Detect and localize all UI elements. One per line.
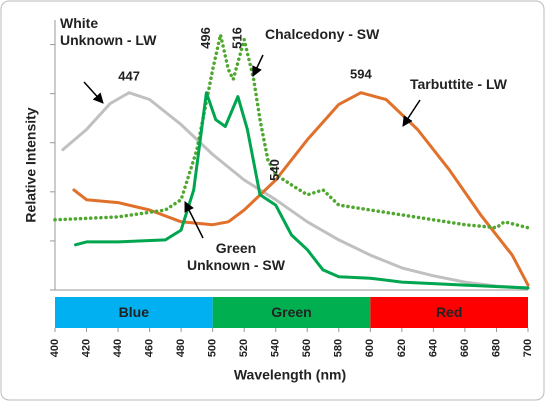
x-tick-label: 600 — [364, 339, 376, 357]
x-tick-label: 440 — [112, 339, 124, 357]
color-band — [212, 297, 371, 328]
series-line — [72, 91, 530, 287]
band-label: Red — [436, 304, 462, 320]
peak-label: 516 — [229, 27, 244, 49]
peak-label: 540 — [267, 159, 282, 181]
x-tick-label: 500 — [207, 339, 219, 357]
x-tick-label: 540 — [270, 339, 282, 357]
peak-label: 594 — [350, 66, 372, 81]
series-line — [53, 32, 530, 230]
series-line — [74, 91, 530, 290]
x-tick-label: 660 — [459, 339, 471, 357]
arrow — [402, 99, 421, 127]
x-tick-label: 620 — [396, 339, 408, 357]
peak-label: 496 — [198, 27, 213, 49]
x-tick-label: 560 — [301, 339, 313, 357]
x-tick-label: 460 — [144, 339, 156, 357]
x-tick-label: 400 — [49, 339, 61, 357]
arrow — [184, 201, 204, 239]
band-label: Blue — [119, 304, 150, 320]
band-label: Green — [271, 304, 311, 320]
x-axis-title: Wavelength (nm) — [234, 367, 346, 383]
series-label: Tarbuttite - LW — [410, 76, 507, 92]
color-band — [55, 297, 213, 328]
x-tick-label: 640 — [427, 339, 439, 357]
arrow — [252, 54, 264, 77]
y-axis-title: Relative Intensity — [23, 107, 39, 222]
arrow — [83, 81, 104, 104]
x-tick-label: 580 — [333, 339, 345, 357]
series-label: Green Unknown - SW — [187, 240, 285, 273]
x-tick-label: 480 — [175, 339, 187, 357]
x-tick-label: 680 — [490, 339, 502, 357]
x-tick-label: 520 — [238, 339, 250, 357]
color-band — [370, 297, 528, 328]
x-tick-label: 420 — [80, 339, 92, 357]
series-label: Chalcedony - SW — [265, 26, 380, 42]
peak-label: 447 — [118, 68, 140, 83]
series-line — [61, 91, 530, 290]
series-label: White Unknown - LW — [60, 15, 157, 48]
x-tick-label: 700 — [522, 339, 534, 357]
